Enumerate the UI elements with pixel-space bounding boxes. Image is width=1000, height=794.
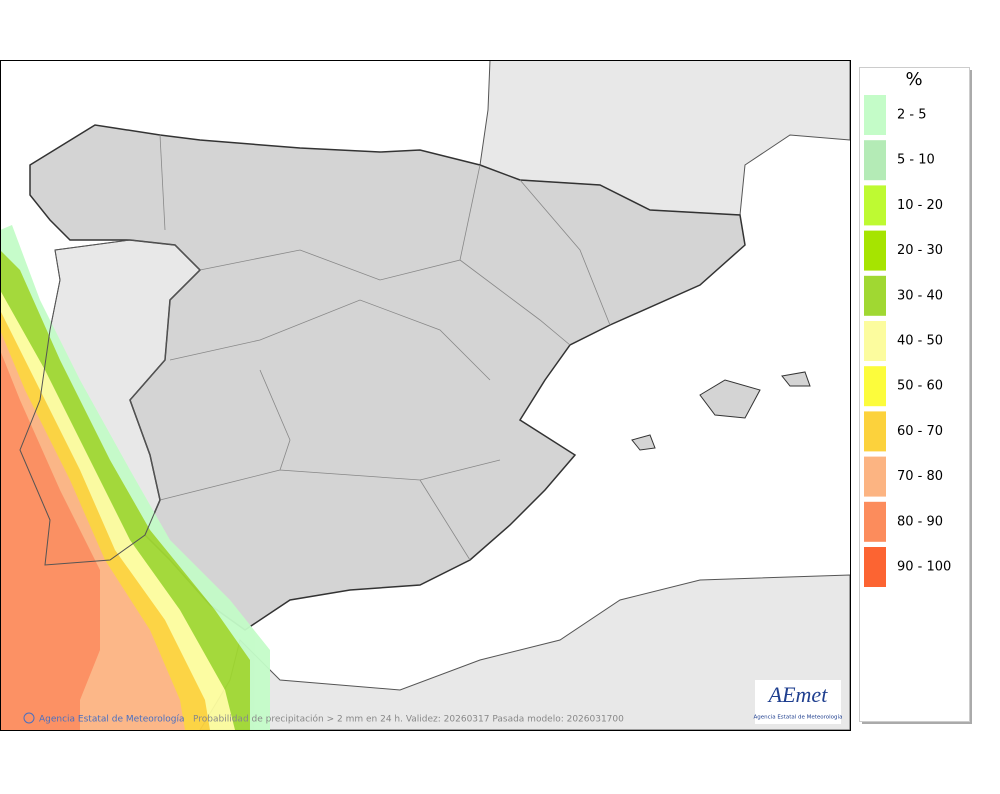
legend-label: 50 - 60 — [897, 379, 943, 394]
legend-label: 80 - 90 — [897, 514, 943, 529]
regions — [159, 134, 611, 561]
caption: Probabilidad de precipitación > 2 mm en … — [193, 714, 624, 725]
legend-swatch — [864, 456, 886, 497]
copyright-icon — [23, 712, 35, 724]
legend-label: 10 - 20 — [897, 198, 943, 213]
legend-swatch — [864, 366, 886, 407]
legend-swatch — [864, 501, 886, 542]
legend-label: 2 - 5 — [897, 108, 927, 123]
legend-label: 60 - 70 — [897, 424, 943, 439]
legend-swatch — [864, 230, 886, 271]
precip-bands — [1, 225, 270, 730]
map-frame — [0, 60, 851, 731]
ibiza — [631, 434, 656, 451]
legend-label: 40 - 50 — [897, 334, 943, 349]
legend-swatch — [864, 275, 886, 316]
legend-label: 90 - 100 — [897, 560, 951, 575]
legend-swatch — [864, 185, 886, 226]
legend-label: 70 - 80 — [897, 469, 943, 484]
mallorca — [699, 379, 761, 419]
legend-title: % — [905, 69, 922, 90]
portugal-outline — [19, 239, 201, 566]
legend-swatch — [864, 547, 886, 587]
menorca — [781, 371, 811, 387]
legend-swatch — [864, 95, 886, 135]
legend-label: 20 - 30 — [897, 243, 943, 258]
logo-box — [755, 680, 841, 724]
legend-items: 2 - 5 5 - 10 10 - 20 20 - 30 30 - 40 40 - 50 5… — [864, 95, 951, 587]
legend-label: 30 - 40 — [897, 288, 943, 303]
logo: AEmet — [767, 682, 829, 707]
credit: Agencia Estatal de Meteorología — [39, 715, 185, 725]
legend-swatch — [864, 411, 886, 452]
legend-swatch — [864, 321, 886, 361]
logo-subtitle: Agencia Estatal de Meteorología — [754, 714, 843, 721]
legend-label: 5 - 10 — [897, 153, 935, 168]
legend-swatch — [864, 140, 886, 181]
map — [1, 61, 850, 730]
